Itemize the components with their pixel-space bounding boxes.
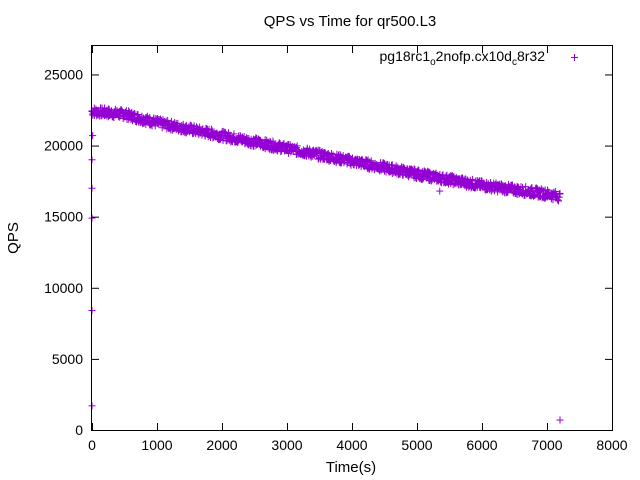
data-point <box>207 125 215 133</box>
x-tick-label: 6000 <box>466 437 497 453</box>
data-point <box>134 111 142 119</box>
chart-title: QPS vs Time for qr500.L3 <box>264 13 437 30</box>
x-tick-label: 7000 <box>531 437 562 453</box>
data-point <box>487 187 495 195</box>
outlier-point <box>556 416 564 424</box>
data-point <box>336 150 344 158</box>
data-point <box>414 166 422 174</box>
y-axis-label: QPS <box>5 222 22 254</box>
y-tick-label: 5000 <box>52 351 83 367</box>
data-point <box>554 197 562 205</box>
x-axis-label: Time(s) <box>326 459 376 476</box>
data-point <box>267 140 275 148</box>
outlier-point <box>89 132 97 140</box>
data-point <box>130 109 138 117</box>
x-tick-label: 3000 <box>271 437 302 453</box>
legend-label-part-a: pg18rc1 <box>380 48 431 64</box>
x-tick-label: 5000 <box>401 437 432 453</box>
outlier-point <box>436 187 444 195</box>
legend-label-sub-b: c <box>512 57 517 68</box>
axis-ticks: 0 1000 2000 3000 4000 5000 6000 7000 8000 0 5000 10… <box>44 46 628 453</box>
x-tick-label: 2000 <box>206 437 237 453</box>
data-point <box>171 119 179 127</box>
data-point <box>399 163 407 171</box>
data-point <box>392 162 400 170</box>
data-point <box>469 175 477 183</box>
data-point <box>345 153 353 161</box>
y-tick-label: 25000 <box>44 66 83 82</box>
y-tick-label: 20000 <box>44 138 83 154</box>
x-tick-label: 8000 <box>596 437 627 453</box>
legend-marker <box>571 54 578 61</box>
x-tick-label: 1000 <box>141 437 172 453</box>
legend-label: pg18rc1o2nofp.cx10dc8r32 <box>380 48 546 68</box>
data-point <box>164 116 172 124</box>
data-point <box>556 190 564 198</box>
data-point <box>292 144 300 152</box>
y-tick-label: 10000 <box>44 280 83 296</box>
legend-label-sub-a: o <box>430 57 436 68</box>
x-tick-label: 4000 <box>336 437 367 453</box>
legend-label-part-b: 2nofp.cx10d <box>436 48 512 64</box>
data-point <box>269 137 277 145</box>
y-tick-label: 15000 <box>44 209 83 225</box>
data-point <box>425 169 433 177</box>
data-point <box>519 183 527 191</box>
legend: pg18rc1o2nofp.cx10dc8r32 <box>380 48 578 68</box>
legend-marker-glyph <box>571 54 578 61</box>
data-points <box>88 104 564 424</box>
data-point <box>230 130 238 138</box>
legend-label-part-c: 8r32 <box>517 48 545 64</box>
x-tick-label: 0 <box>88 437 96 453</box>
y-tick-label: 0 <box>75 422 83 438</box>
plot-frame <box>91 45 613 431</box>
data-point <box>327 149 335 157</box>
data-point <box>293 142 301 150</box>
